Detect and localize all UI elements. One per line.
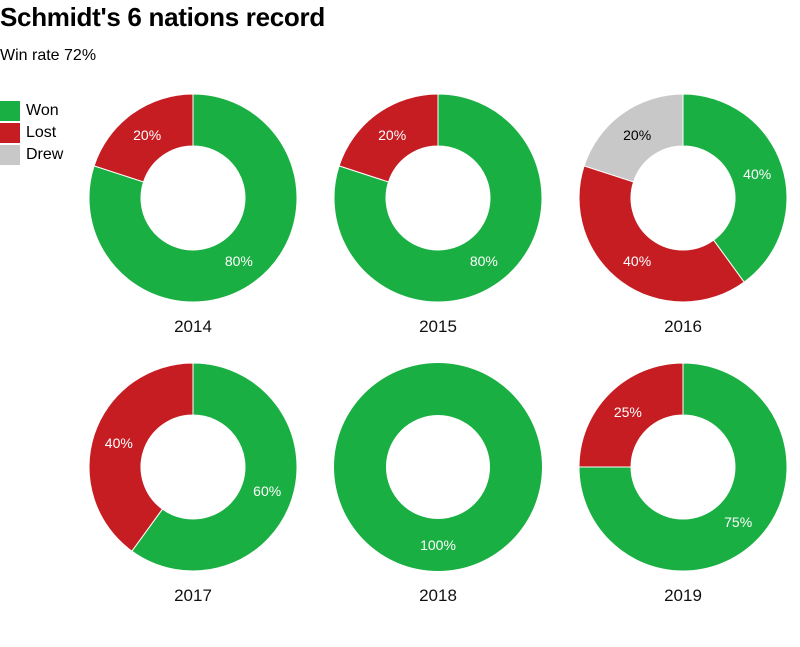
donut-2017: 60% 40% 2017 xyxy=(88,362,298,605)
slice-label-2017-won: 60% xyxy=(253,483,281,499)
legend-swatch-lost xyxy=(0,123,20,143)
slice-2017-won xyxy=(131,362,298,572)
donut-2016: 40% 40% 20% 2016 xyxy=(578,93,788,336)
donut-2015: 80% 20% 2015 xyxy=(333,93,543,336)
slice-label-2015-won: 80% xyxy=(470,253,498,269)
legend-label-drew: Drew xyxy=(26,146,64,163)
legend-item-won: Won xyxy=(0,100,63,122)
chart-subtitle: Win rate 72% xyxy=(0,47,97,64)
slice-label-2016-drew: 20% xyxy=(623,127,651,143)
slice-2016-won xyxy=(682,93,788,283)
year-label-2017: 2017 xyxy=(174,586,212,605)
legend-label-lost: Lost xyxy=(26,124,57,141)
slice-label-2016-lost: 40% xyxy=(623,253,651,269)
legend-item-lost: Lost xyxy=(0,122,63,144)
slice-2015-lost xyxy=(338,93,439,183)
year-label-2016: 2016 xyxy=(664,317,702,336)
legend-swatch-drew xyxy=(0,145,20,165)
slice-label-2015-lost: 20% xyxy=(378,127,406,143)
year-label-2015: 2015 xyxy=(419,317,457,336)
donut-2014: 80% 20% 2014 xyxy=(88,93,298,336)
slice-label-2014-lost: 20% xyxy=(133,127,161,143)
slice-2016-drew xyxy=(583,93,684,183)
slice-2018-won xyxy=(334,363,542,571)
slice-2015-won xyxy=(333,93,543,303)
chart-title: Schmidt's 6 nations record xyxy=(0,2,325,32)
slice-2016-lost xyxy=(578,165,745,303)
slice-2014-lost xyxy=(93,93,194,183)
donut-2018: 100% 2018 xyxy=(334,363,542,605)
slice-label-2019-lost: 25% xyxy=(614,404,642,420)
slice-2014-won xyxy=(88,93,298,303)
legend-item-drew: Drew xyxy=(0,144,63,166)
year-label-2014: 2014 xyxy=(174,317,212,336)
slice-label-2016-won: 40% xyxy=(743,166,771,182)
donut-2019: 75% 25% 2019 xyxy=(578,362,788,605)
slice-label-2014-won: 80% xyxy=(225,253,253,269)
legend: Won Lost Drew xyxy=(0,100,63,166)
slice-label-2018-won: 100% xyxy=(420,537,456,553)
legend-swatch-won xyxy=(0,101,20,121)
slice-label-2019-won: 75% xyxy=(724,514,752,530)
slice-2017-lost xyxy=(88,362,194,552)
legend-label-won: Won xyxy=(26,102,59,119)
year-label-2018: 2018 xyxy=(419,586,457,605)
slice-2019-lost xyxy=(578,362,684,468)
year-label-2019: 2019 xyxy=(664,586,702,605)
slice-label-2017-lost: 40% xyxy=(105,435,133,451)
slice-2019-won xyxy=(578,362,788,572)
